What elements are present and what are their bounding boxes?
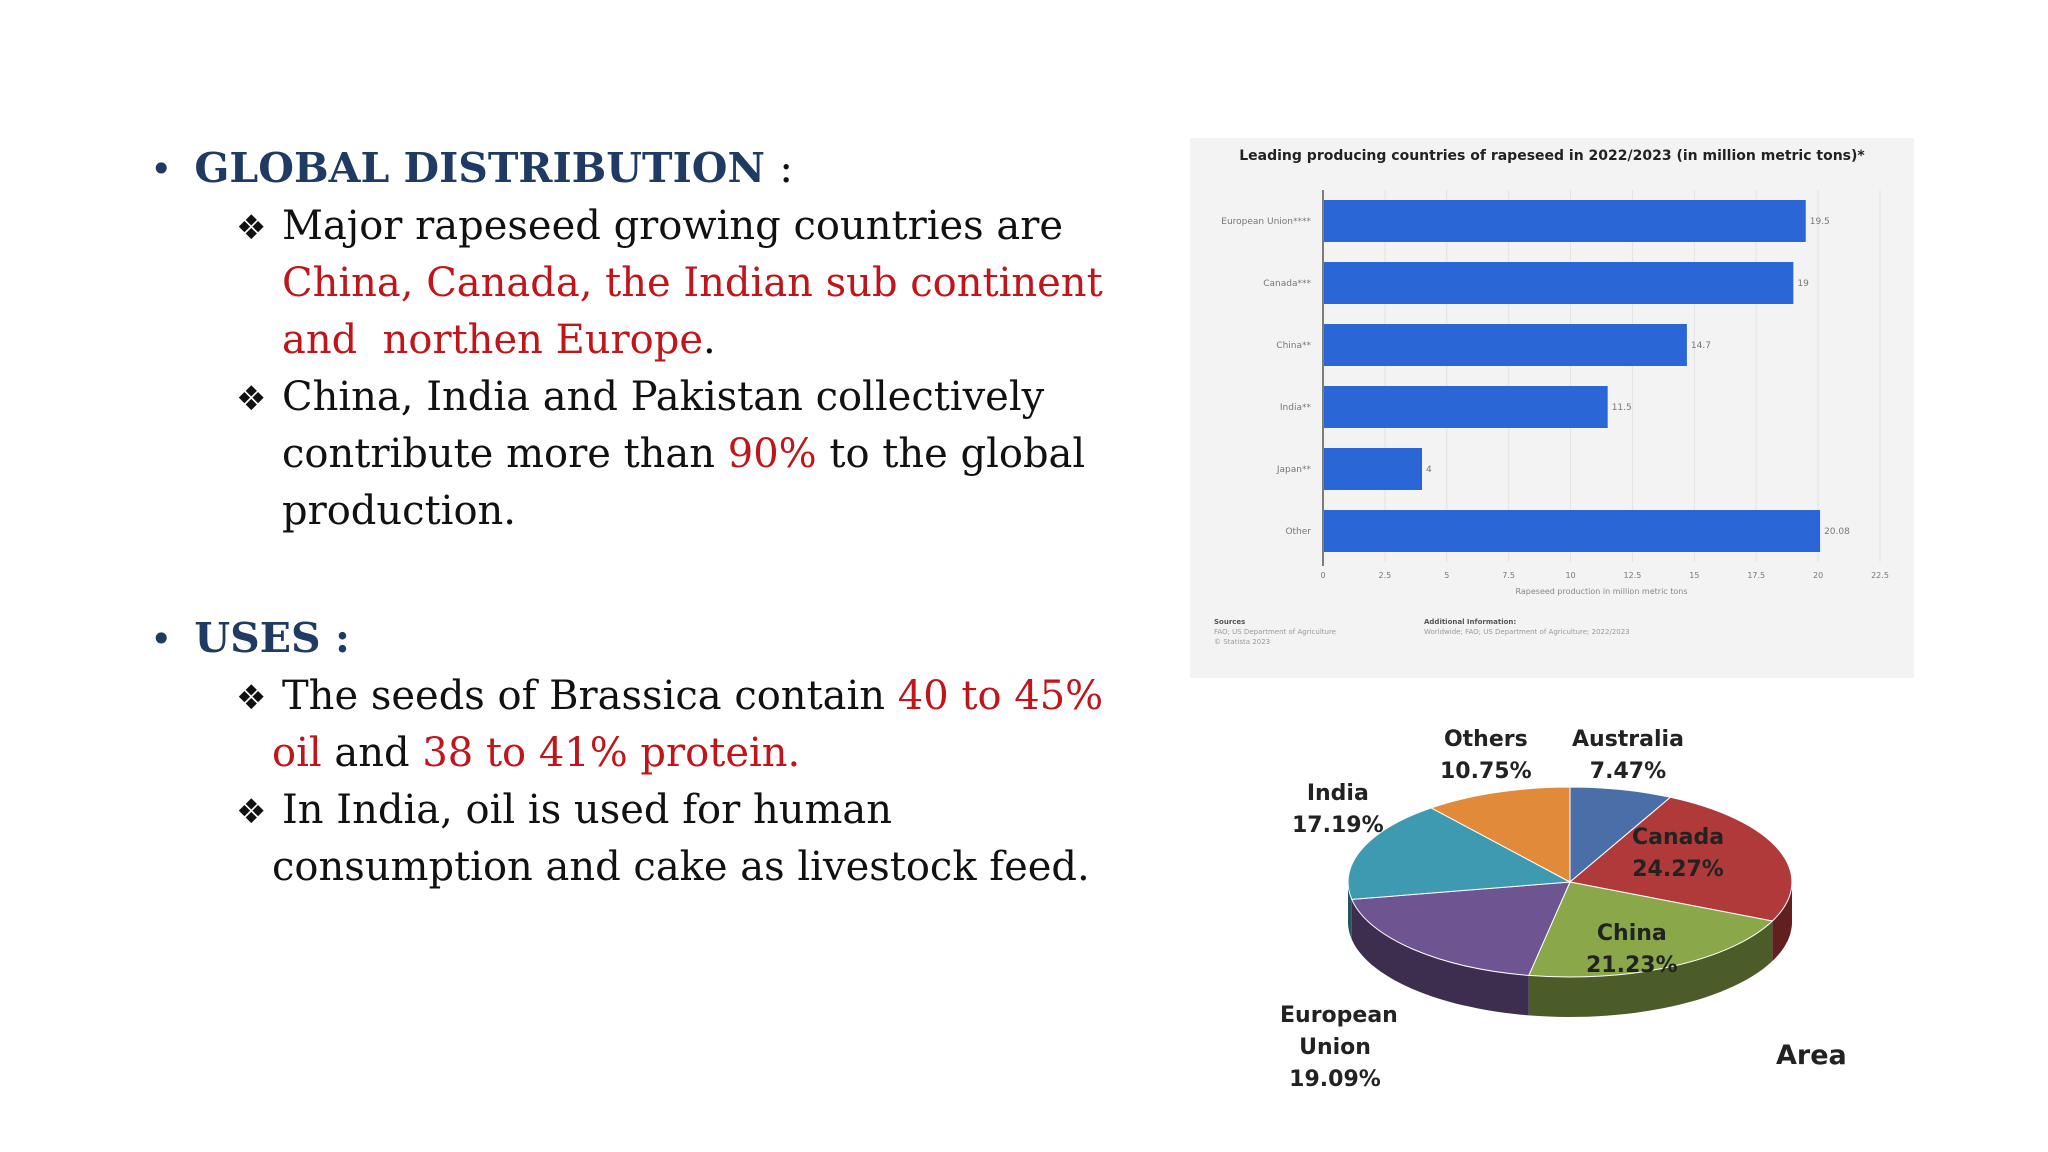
uses-heading: • USES : (150, 614, 351, 662)
diamond-bullet-icon: ❖ (236, 208, 267, 248)
bar (1324, 262, 1794, 304)
x-tick-label: 22.5 (1871, 571, 1889, 580)
y-category-label: China** (1276, 341, 1311, 351)
pie-label-india: India 17.19% (1292, 781, 1384, 838)
uses-bullet-1-line-2: oil and 38 to 41% protein. (272, 730, 801, 776)
x-tick-label: 15 (1689, 571, 1699, 580)
global-bullet-1-line-3: and northen Europe. (282, 317, 716, 363)
pie-label-china: China 21.23% (1586, 921, 1678, 978)
rapeseed-bar-chart: Leading producing countries of rapeseed … (1190, 138, 1914, 678)
uses-bullet-2-line-2: consumption and cake as livestock feed. (272, 844, 1090, 890)
pie-chart-svg (1347, 786, 1793, 1017)
y-category-label: Canada*** (1263, 279, 1311, 289)
diamond-bullet-icon: ❖ (236, 678, 267, 718)
y-category-label: Other (1285, 527, 1311, 537)
pie-slice (1568, 796, 1793, 922)
bar (1324, 448, 1423, 490)
additional-info-line: Worldwide; FAO; US Department of Agricul… (1424, 628, 1630, 636)
pie-slice (1528, 881, 1774, 978)
y-category-label: European Union**** (1221, 217, 1311, 227)
pie-slice (1429, 786, 1571, 883)
bar-value-label: 11.5 (1612, 403, 1632, 413)
additional-info-title: Additional Information: (1424, 618, 1516, 626)
sources-line: © Statista 2023 (1214, 638, 1270, 646)
pie-label-european-union: European Union 19.09% (1280, 1003, 1398, 1092)
x-tick-label: 20 (1813, 571, 1823, 580)
x-tick-label: 7.5 (1502, 571, 1515, 580)
pie-area-label: Area (1776, 1040, 1847, 1071)
bar (1324, 200, 1806, 242)
sources-title: Sources (1214, 618, 1245, 626)
global-distribution-heading: • GLOBAL DISTRIBUTION : (150, 144, 794, 192)
pie-label-canada: Canada 24.27% (1632, 825, 1725, 882)
bar-chart-svg: 0 2.5 5 7.5 10 12.5 15 17.5 20 22.5 European Union… (1214, 190, 1889, 646)
bar-value-label: 14.7 (1691, 341, 1711, 351)
pie-slice (1569, 786, 1672, 884)
x-tick-label: 0 (1320, 571, 1325, 580)
bar-value-label: 20.08 (1824, 527, 1850, 537)
bar (1324, 510, 1821, 552)
pie-label-others: Others 10.75% (1440, 727, 1532, 784)
x-tick-label: 2.5 (1379, 571, 1392, 580)
bar (1324, 386, 1608, 428)
uses-bullet-1-line-1: ❖ The seeds of Brassica contain 40 to 45% (236, 668, 1103, 727)
x-tick-label: 17.5 (1747, 571, 1765, 580)
pie-slice-side (1772, 883, 1792, 961)
bullet-icon: • (150, 147, 173, 191)
bullet-icon: • (150, 617, 173, 661)
uses-bullet-2-line-1: ❖ In India, oil is used for human (236, 782, 892, 841)
pie-top-faces (1347, 786, 1793, 978)
sources-line: FAO; US Department of Agriculture (1214, 628, 1336, 636)
chart-title: Leading producing countries of rapeseed … (1239, 148, 1865, 164)
bar (1324, 324, 1687, 366)
bar-value-label: 19 (1797, 279, 1809, 289)
x-tick-label: 12.5 (1624, 571, 1642, 580)
pie-slice-side (1351, 899, 1529, 1016)
pie-slice-side (1348, 882, 1352, 940)
diamond-bullet-icon: ❖ (236, 792, 267, 832)
global-bullet-2-line-2: contribute more than 90% to the global (282, 431, 1086, 477)
global-bullet-2-line-3: production. (282, 488, 517, 534)
x-tick-label: 10 (1565, 571, 1575, 580)
pie-slice-side (1528, 921, 1773, 1017)
diamond-bullet-icon: ❖ (236, 379, 267, 419)
pie-slice (1347, 807, 1572, 900)
y-category-label: Japan** (1276, 465, 1312, 475)
pie-side-walls (1348, 882, 1792, 1017)
bar-value-label: 4 (1426, 465, 1432, 475)
x-axis-label: Rapeseed production in million metric to… (1515, 587, 1687, 596)
pie-label-australia: Australia 7.47% (1572, 727, 1684, 784)
global-bullet-2-line-1: ❖ China, India and Pakistan collectively (236, 369, 1044, 428)
pie-slice (1351, 881, 1571, 976)
rapeseed-area-pie-chart: Others 10.75% Australia 7.47% India 17.1… (1250, 712, 1950, 1112)
global-bullet-1-line-1: ❖ Major rapeseed growing countries are (236, 198, 1063, 257)
x-tick-label: 5 (1444, 571, 1449, 580)
bar-value-label: 19.5 (1810, 217, 1830, 227)
global-bullet-1-line-2: China, Canada, the Indian sub continent (282, 260, 1103, 306)
y-category-label: India** (1280, 403, 1312, 413)
